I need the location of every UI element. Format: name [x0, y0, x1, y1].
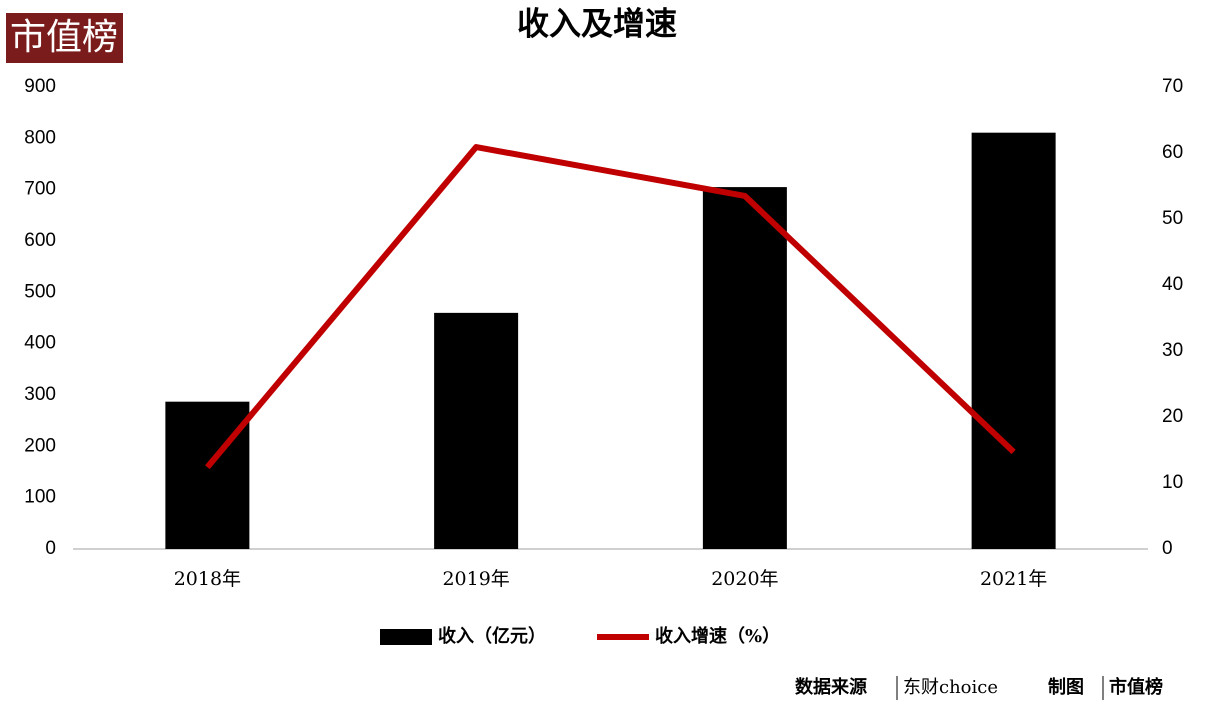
x-tick-label: 2021年 [980, 568, 1047, 590]
y-tick-label: 600 [24, 230, 56, 251]
footer-made-label: 制图 [1048, 677, 1084, 698]
y2-tick-label: 50 [1162, 208, 1183, 229]
legend-label: 收入（亿元） [438, 625, 546, 647]
y2-tick-label: 20 [1162, 406, 1183, 427]
y2-tick-label: 70 [1162, 76, 1183, 97]
y-tick-label: 100 [24, 487, 56, 508]
bar [702, 187, 787, 549]
footer: 数据来源 东财choice 制图 市值榜 [795, 676, 1163, 700]
y2-tick-label: 0 [1162, 538, 1173, 559]
footer-source-label: 数据来源 [795, 676, 867, 698]
logo-box [6, 13, 123, 63]
legend-swatch [380, 629, 432, 645]
y2-tick-label: 40 [1162, 274, 1183, 295]
bar [971, 132, 1056, 550]
chart-title: 收入及增速 [517, 5, 677, 43]
y-tick-label: 300 [24, 384, 56, 405]
bar [434, 312, 519, 549]
footer-made-by: 市值榜 [1109, 676, 1163, 698]
x-tick-label: 2019年 [442, 568, 509, 590]
x-tick-label: 2020年 [711, 568, 778, 590]
y-tick-label: 800 [24, 127, 56, 148]
line [205, 144, 1016, 470]
y-tick-label: 700 [24, 179, 56, 200]
y2-tick-label: 10 [1162, 472, 1183, 493]
y-tick-label: 400 [24, 333, 56, 354]
y-tick-label: 900 [24, 76, 56, 97]
y2-tick-label: 60 [1162, 142, 1183, 163]
logo: 市值榜 [10, 17, 118, 58]
bar [165, 401, 250, 549]
y-tick-label: 500 [24, 281, 56, 302]
y2-tick-label: 30 [1162, 340, 1183, 361]
legend-label: 收入增速（%） [655, 625, 780, 647]
footer-source: 东财choice [903, 677, 998, 698]
y-tick-label: 0 [45, 538, 56, 559]
x-tick-label: 2018年 [174, 568, 241, 590]
y-tick-label: 200 [24, 435, 56, 456]
